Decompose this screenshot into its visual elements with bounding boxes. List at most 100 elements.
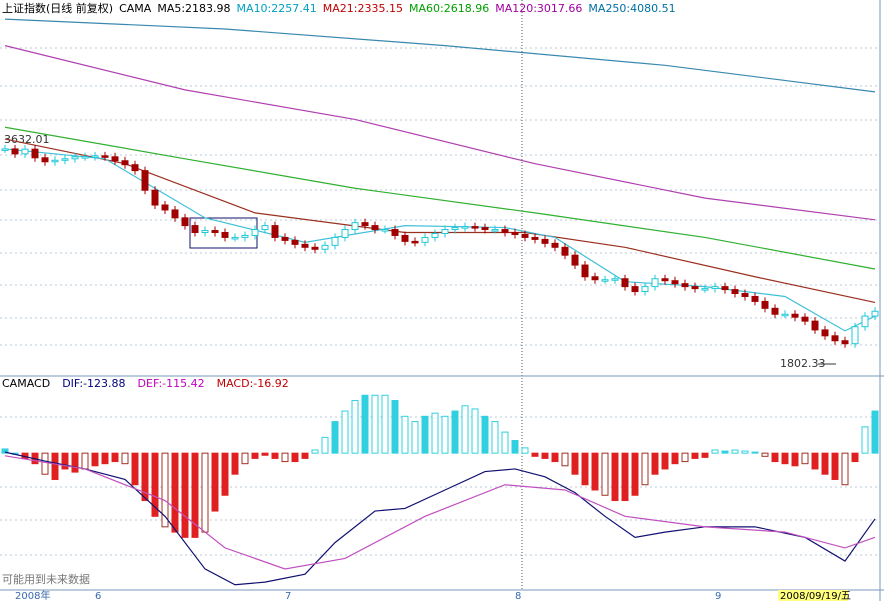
candle [381,229,389,232]
legend-item: CAMA [119,2,152,15]
line [4,455,876,570]
macd-bar [121,452,129,465]
macd-bar [411,421,419,454]
macd-bar [351,400,359,454]
cursor-date-bg [778,590,848,601]
macd-bar [711,449,719,454]
candle [291,239,299,245]
legend-item: MA10:2257.41 [237,2,317,15]
macd-bar [841,452,849,486]
macd-bar [251,452,259,459]
x-tick-label: 6 [95,591,101,601]
candle [331,236,339,246]
macd-bar [321,436,329,454]
macd-bar [511,440,519,454]
candle [641,286,649,293]
candle [341,229,349,238]
macd-bar [471,408,479,454]
candle [261,225,269,231]
candle [621,278,629,288]
candle [761,300,769,309]
candle [731,289,739,295]
candle [771,307,779,315]
macd-bar [821,452,829,475]
candle [711,286,719,290]
macd-bar [71,452,79,473]
macd-bar [61,452,69,470]
high-label: 3632.01 [4,133,50,146]
macd-bar [341,410,349,454]
macd-bar [41,452,49,475]
macd-bar [641,452,649,486]
candle [871,310,879,317]
candle [691,286,699,290]
candle [71,156,79,160]
candle [551,242,559,248]
legend-item: MA21:2335.15 [323,2,403,15]
macd-bar [561,452,569,467]
candle [81,156,89,159]
line [4,148,876,332]
legend-item: MA5:2183.98 [157,2,230,15]
legend-item: MA120:3017.66 [495,2,582,15]
macd-bar [231,452,239,475]
candle [661,278,669,282]
x-tick-label: 2008年 [15,589,50,601]
candle [181,217,189,227]
candle [361,222,369,227]
macd-bar [651,452,659,475]
line [4,18,876,93]
macd-bar [461,405,469,454]
macd-bar [491,421,499,454]
candle [631,286,639,293]
candle [171,209,179,219]
candle [391,229,399,236]
candle [591,276,599,281]
candle [371,225,379,231]
candle [651,278,659,288]
macd-bar [731,449,739,454]
candle [21,148,29,155]
macd-bar [421,415,429,454]
macd-bar [191,452,199,538]
candle [231,236,239,240]
candle [531,236,539,240]
candle [151,189,159,206]
candle [301,243,309,248]
macd-bar [301,452,309,459]
macd-bar [221,452,229,496]
macd-bar [671,452,679,465]
macd-legend-item: DEF:-115.42 [138,377,205,390]
legend-item: MA60:2618.96 [409,2,489,15]
macd-bar [861,426,869,454]
title: 上证指数(日线 前复权) [2,1,113,15]
macd-bar [311,449,319,454]
candle [521,233,529,238]
candle [671,280,679,285]
candle [421,236,429,243]
candle [31,148,39,159]
candle [11,148,19,155]
macd-bar [611,452,619,502]
macd-bar [521,447,529,454]
macd-bar [781,452,789,465]
candle [601,279,609,282]
macd-bar [621,452,629,502]
macd-bar [721,450,729,454]
macd-title: CAMACD [2,377,50,390]
candle [351,222,359,231]
candle [131,164,139,172]
macd-bar [101,452,109,465]
note: 可能用到未来数据 [2,572,90,586]
candle [271,225,279,238]
macd-bar [171,452,179,533]
candle [281,236,289,241]
macd-bar [681,452,689,463]
cursor-date: 2008/09/19/五 [780,591,851,601]
candle [511,232,519,235]
macd-bar [831,452,839,480]
macd-bar [571,452,579,475]
candle [201,230,209,234]
macd-bar [271,452,279,459]
